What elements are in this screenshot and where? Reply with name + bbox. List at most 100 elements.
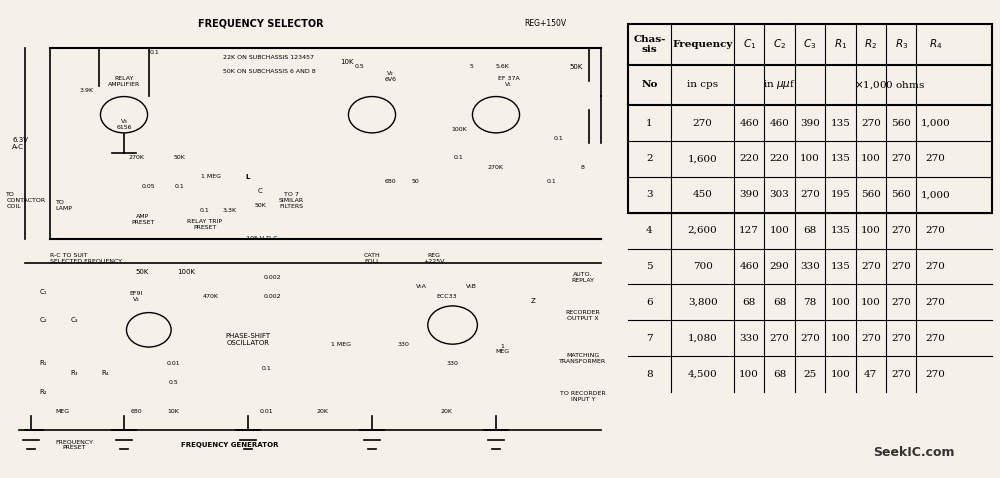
Text: 100: 100 — [830, 334, 850, 343]
Text: 0.01: 0.01 — [260, 409, 273, 413]
Text: 270: 270 — [925, 369, 945, 379]
Text: 135: 135 — [830, 119, 850, 128]
Text: R₁: R₁ — [40, 360, 47, 366]
Text: AUTO.
REPLAY: AUTO. REPLAY — [571, 272, 594, 282]
Text: 10K: 10K — [340, 59, 354, 65]
Text: EF9I
V₄: EF9I V₄ — [130, 291, 143, 302]
Text: Z: Z — [531, 298, 536, 304]
Text: 700: 700 — [693, 262, 713, 271]
Text: 330: 330 — [739, 334, 759, 343]
Text: 50K: 50K — [136, 270, 149, 275]
Text: 0.05: 0.05 — [142, 184, 156, 189]
Text: $R_2$: $R_2$ — [864, 37, 877, 51]
Text: 68: 68 — [773, 298, 786, 307]
Text: 8: 8 — [581, 165, 585, 170]
Text: 270: 270 — [925, 226, 945, 235]
Text: TO 7
SIMILAR
FILTERS: TO 7 SIMILAR FILTERS — [279, 193, 304, 209]
Text: 270: 270 — [891, 226, 911, 235]
Text: -105 V D-C: -105 V D-C — [244, 237, 277, 241]
Text: V₂
6V6: V₂ 6V6 — [385, 71, 397, 82]
Text: 270: 270 — [861, 334, 881, 343]
Text: 330: 330 — [397, 342, 409, 347]
Text: V₅A: V₅A — [416, 284, 427, 289]
Text: 330: 330 — [800, 262, 820, 271]
Text: 270: 270 — [800, 190, 820, 199]
Text: 1,600: 1,600 — [688, 154, 718, 163]
Text: Chas-
sis: Chas- sis — [633, 34, 666, 54]
Text: ECC33: ECC33 — [436, 294, 457, 299]
Text: SeekIC.com: SeekIC.com — [873, 446, 954, 459]
Text: 450: 450 — [693, 190, 713, 199]
Text: 7: 7 — [646, 334, 653, 343]
Text: 5.6K: 5.6K — [495, 65, 509, 69]
Text: 0.1: 0.1 — [454, 155, 464, 160]
Text: 127: 127 — [739, 226, 759, 235]
Text: 6.3V
A-C: 6.3V A-C — [12, 137, 28, 150]
Text: $C_3$: $C_3$ — [803, 37, 817, 51]
Text: 1,000: 1,000 — [921, 119, 950, 128]
Text: V₃
6156: V₃ 6156 — [116, 119, 132, 130]
Text: 50K: 50K — [174, 155, 186, 160]
Text: 270: 270 — [925, 334, 945, 343]
Text: 3,800: 3,800 — [688, 298, 718, 307]
Text: $C_2$: $C_2$ — [773, 37, 786, 51]
Text: 20K: 20K — [440, 409, 452, 413]
Text: R-C TO SUIT
SELECTED FREQUENCY: R-C TO SUIT SELECTED FREQUENCY — [50, 253, 122, 263]
Text: 460: 460 — [739, 262, 759, 271]
Text: 100: 100 — [861, 154, 881, 163]
Text: 0.5: 0.5 — [169, 380, 178, 385]
Text: R₃: R₃ — [71, 370, 78, 376]
Text: 0.01: 0.01 — [167, 361, 180, 366]
Text: 100K: 100K — [177, 270, 195, 275]
Text: 290: 290 — [770, 262, 790, 271]
Text: 0.1: 0.1 — [553, 136, 563, 141]
Text: 20K: 20K — [316, 409, 328, 413]
Text: 270: 270 — [925, 154, 945, 163]
Text: V₅B: V₅B — [466, 284, 477, 289]
Text: 195: 195 — [830, 190, 850, 199]
Text: MEG: MEG — [55, 409, 69, 413]
Text: 100: 100 — [830, 369, 850, 379]
Text: 470K: 470K — [203, 294, 219, 299]
Text: 560: 560 — [891, 119, 911, 128]
Text: 0.1: 0.1 — [262, 366, 271, 370]
Text: 100: 100 — [861, 226, 881, 235]
Text: 6: 6 — [646, 298, 653, 307]
Text: 0.1: 0.1 — [175, 184, 185, 189]
Text: 680: 680 — [385, 179, 396, 184]
Text: RECORDER
OUTPUT X: RECORDER OUTPUT X — [565, 310, 600, 321]
Text: 220: 220 — [770, 154, 790, 163]
Text: AMP
PRESET: AMP PRESET — [131, 215, 154, 225]
Text: $R_3$: $R_3$ — [895, 37, 908, 51]
Text: 1
MEG: 1 MEG — [495, 344, 509, 354]
Text: 560: 560 — [861, 190, 881, 199]
Text: 10K: 10K — [168, 409, 180, 413]
Text: 135: 135 — [830, 262, 850, 271]
Text: 1,080: 1,080 — [688, 334, 718, 343]
Text: 3.9K: 3.9K — [80, 88, 94, 93]
Text: 2,600: 2,600 — [688, 226, 718, 235]
Text: No: No — [641, 80, 658, 89]
Text: 270: 270 — [891, 262, 911, 271]
Text: 270: 270 — [925, 298, 945, 307]
Text: 1,000: 1,000 — [921, 190, 950, 199]
Text: 4,500: 4,500 — [688, 369, 718, 379]
Text: 330: 330 — [447, 361, 459, 366]
Text: 135: 135 — [830, 226, 850, 235]
Text: 560: 560 — [891, 190, 911, 199]
Text: 270: 270 — [891, 154, 911, 163]
Text: 270: 270 — [770, 334, 790, 343]
Text: 270: 270 — [861, 262, 881, 271]
Text: 100: 100 — [739, 369, 759, 379]
Text: CATH
FOLL: CATH FOLL — [364, 253, 380, 263]
Text: 270K: 270K — [128, 155, 144, 160]
Text: TO
LAMP: TO LAMP — [56, 200, 73, 211]
Text: 460: 460 — [770, 119, 790, 128]
Text: 100: 100 — [830, 298, 850, 307]
Text: 5: 5 — [646, 262, 653, 271]
Text: 50K ON SUBCHASSIS 6 AND 8: 50K ON SUBCHASSIS 6 AND 8 — [223, 69, 316, 74]
Text: in $\mu\mu$f: in $\mu\mu$f — [763, 78, 796, 91]
Text: 270: 270 — [891, 369, 911, 379]
Text: 460: 460 — [739, 119, 759, 128]
Text: 4: 4 — [646, 226, 653, 235]
